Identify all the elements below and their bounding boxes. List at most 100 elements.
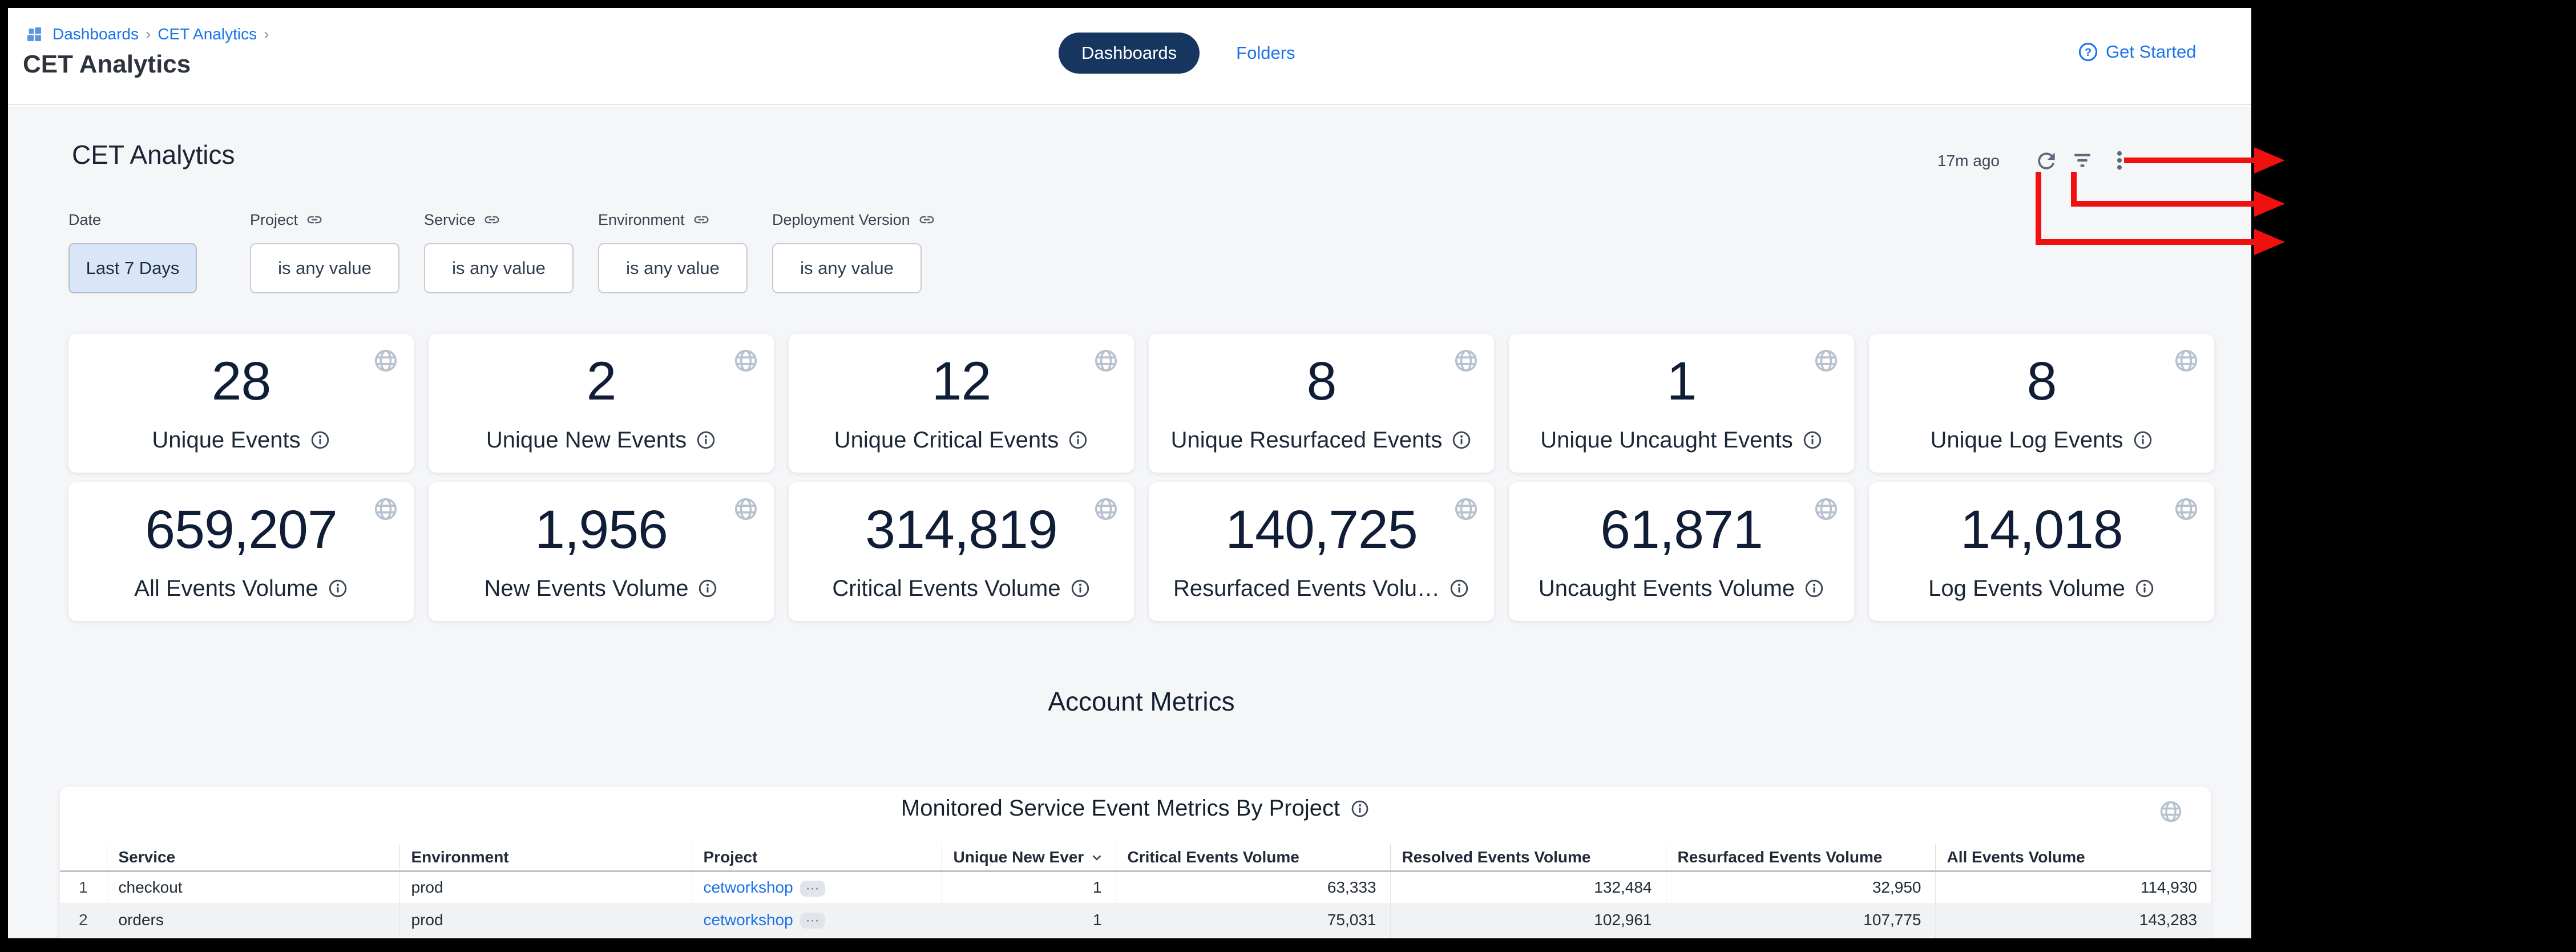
project-link[interactable]: cetworkshop: [703, 878, 793, 896]
filter-service-label: Service: [424, 211, 476, 228]
info-icon[interactable]: [1802, 430, 1823, 450]
resurfaced-events-volume-cell: 107,775: [1665, 903, 1935, 937]
info-icon[interactable]: [2134, 578, 2155, 599]
dashboard-actions-kebab-icon[interactable]: [2107, 148, 2131, 172]
resolved-events-volume-cell: 132,484: [1390, 871, 1666, 904]
info-icon[interactable]: [310, 430, 330, 450]
timezone-globe-icon: [1453, 348, 1479, 374]
filter-project-value-button[interactable]: is any value: [250, 243, 399, 293]
timezone-globe-icon: [1813, 496, 1839, 522]
table-title: Monitored Service Event Metrics By Proje…: [901, 796, 1341, 821]
timezone-globe-icon: [2158, 799, 2183, 824]
filter-service: Service is any value: [424, 210, 574, 293]
info-icon[interactable]: [1068, 430, 1088, 450]
column-header-resolved-events-volume[interactable]: Resolved Events Volume: [1390, 844, 1666, 872]
kpi-value: 314,819: [865, 499, 1057, 560]
resurfaced-events-volume-cell: 32,950: [1665, 871, 1935, 904]
kpi-tile-unique-critical-events: 12 Unique Critical Events: [789, 334, 1134, 473]
tab-folders[interactable]: Folders: [1236, 43, 1295, 63]
info-icon[interactable]: [1070, 578, 1091, 599]
top-navigation-bar: Dashboards › CET Analytics › CET Analyti…: [8, 8, 2251, 105]
project-link[interactable]: cetworkshop: [703, 910, 793, 929]
last-refreshed-label: 17m ago: [1937, 152, 2000, 170]
view-tabs: Dashboards Folders: [1059, 33, 1295, 74]
kpi-label: Unique Log Events: [1930, 427, 2123, 453]
filter-deployment-version-value-button[interactable]: is any value: [772, 243, 922, 293]
table-row: 1 checkout prod cetworkshop ··· 1 63,333 …: [60, 871, 2211, 904]
table-row-clipped: [60, 936, 2211, 938]
info-icon[interactable]: [1804, 578, 1824, 599]
timezone-globe-icon: [733, 348, 759, 374]
breadcrumb-cet-analytics-link[interactable]: CET Analytics: [158, 25, 257, 43]
filter-project-label: Project: [250, 211, 298, 228]
row-number-cell: 1: [60, 871, 107, 904]
metrics-table: Service Environment Project Unique New E…: [60, 844, 2211, 938]
kpi-value: 1: [1666, 350, 1697, 412]
column-header-environment[interactable]: Environment: [399, 844, 692, 872]
refresh-icon[interactable]: [2034, 148, 2059, 174]
dashboards-grid-icon: [25, 25, 43, 43]
filter-deployment-version-label: Deployment Version: [772, 211, 910, 228]
kpi-label: Unique Resurfaced Events: [1170, 427, 1443, 453]
drill-menu-ellipsis-badge[interactable]: ···: [800, 913, 825, 929]
drill-menu-ellipsis-badge[interactable]: ···: [800, 880, 825, 897]
filter-date-label: Date: [68, 211, 102, 228]
kpi-label: New Events Volume: [484, 575, 689, 601]
unique-new-events-cell: 1: [941, 871, 1116, 904]
kpi-value: 659,207: [145, 499, 337, 560]
filters-toggle-icon[interactable]: [2070, 148, 2094, 172]
project-cell: cetworkshop ···: [691, 871, 942, 904]
info-icon[interactable]: [696, 430, 716, 450]
kpi-tile-unique-resurfaced-events: 8 Unique Resurfaced Events: [1149, 334, 1494, 473]
filter-date-value-button[interactable]: Last 7 Days: [68, 243, 197, 293]
timezone-globe-icon: [1453, 496, 1479, 522]
kpi-tile-critical-events-volume: 314,819 Critical Events Volume: [789, 482, 1134, 621]
column-header-unique-new-events-sorted[interactable]: Unique New Ever: [941, 844, 1116, 872]
kpi-value: 14,018: [1960, 499, 2123, 560]
section-title-account-metrics: Account Metrics: [1048, 687, 1235, 716]
info-icon[interactable]: [328, 578, 348, 599]
column-header-row-number: [60, 844, 107, 872]
filter-environment-value-button[interactable]: is any value: [598, 243, 748, 293]
filter-project: Project is any value: [250, 210, 399, 293]
kpi-label: Unique New Events: [486, 427, 687, 453]
page-title: CET Analytics: [23, 50, 191, 78]
info-icon[interactable]: [2133, 430, 2153, 450]
column-header-resurfaced-events-volume[interactable]: Resurfaced Events Volume: [1665, 844, 1935, 872]
kpi-label: Unique Uncaught Events: [1540, 427, 1793, 453]
breadcrumb-separator: ›: [145, 25, 151, 43]
kpi-tile-resurfaced-events-volume: 140,725 Resurfaced Events Volu…: [1149, 482, 1494, 621]
kpi-tile-unique-events: 28 Unique Events: [68, 334, 414, 473]
kpi-tile-uncaught-events-volume: 61,871 Uncaught Events Volume: [1509, 482, 1854, 621]
critical-events-volume-cell: 63,333: [1115, 871, 1390, 904]
filter-service-value-button[interactable]: is any value: [424, 243, 574, 293]
sort-chevron-down-icon: [1089, 850, 1104, 865]
column-header-critical-events-volume[interactable]: Critical Events Volume: [1115, 844, 1390, 872]
kpi-tile-unique-new-events: 2 Unique New Events: [429, 334, 774, 473]
breadcrumb-dashboards-link[interactable]: Dashboards: [53, 25, 139, 43]
kpi-label: Uncaught Events Volume: [1538, 575, 1795, 601]
kpi-tile-unique-log-events: 8 Unique Log Events: [1869, 334, 2214, 473]
column-header-service[interactable]: Service: [106, 844, 399, 872]
column-header-project[interactable]: Project: [691, 844, 942, 872]
get-started-button[interactable]: Get Started: [2077, 41, 2197, 63]
service-cell: orders: [106, 903, 399, 937]
kpi-value: 8: [1306, 350, 1337, 412]
info-icon[interactable]: [697, 578, 718, 599]
column-header-all-events-volume[interactable]: All Events Volume: [1935, 844, 2211, 872]
info-icon[interactable]: [1350, 799, 1370, 818]
breadcrumb: Dashboards › CET Analytics ›: [25, 25, 276, 43]
linked-filter-icon: [693, 211, 710, 228]
timezone-globe-icon: [2173, 496, 2199, 522]
environment-cell: prod: [399, 871, 692, 904]
linked-filter-icon: [483, 211, 500, 228]
unique-new-events-cell: 1: [941, 903, 1116, 937]
tab-dashboards[interactable]: Dashboards: [1059, 33, 1200, 74]
filter-deployment-version: Deployment Version is any value: [772, 210, 935, 293]
timezone-globe-icon: [1813, 348, 1839, 374]
info-icon[interactable]: [1449, 578, 1469, 599]
table-row: 2 orders prod cetworkshop ··· 1 75,031 10…: [60, 903, 2211, 937]
info-icon[interactable]: [1451, 430, 1472, 450]
filter-date: Date Last 7 Days: [68, 210, 197, 293]
help-circle-icon: [2077, 41, 2099, 63]
